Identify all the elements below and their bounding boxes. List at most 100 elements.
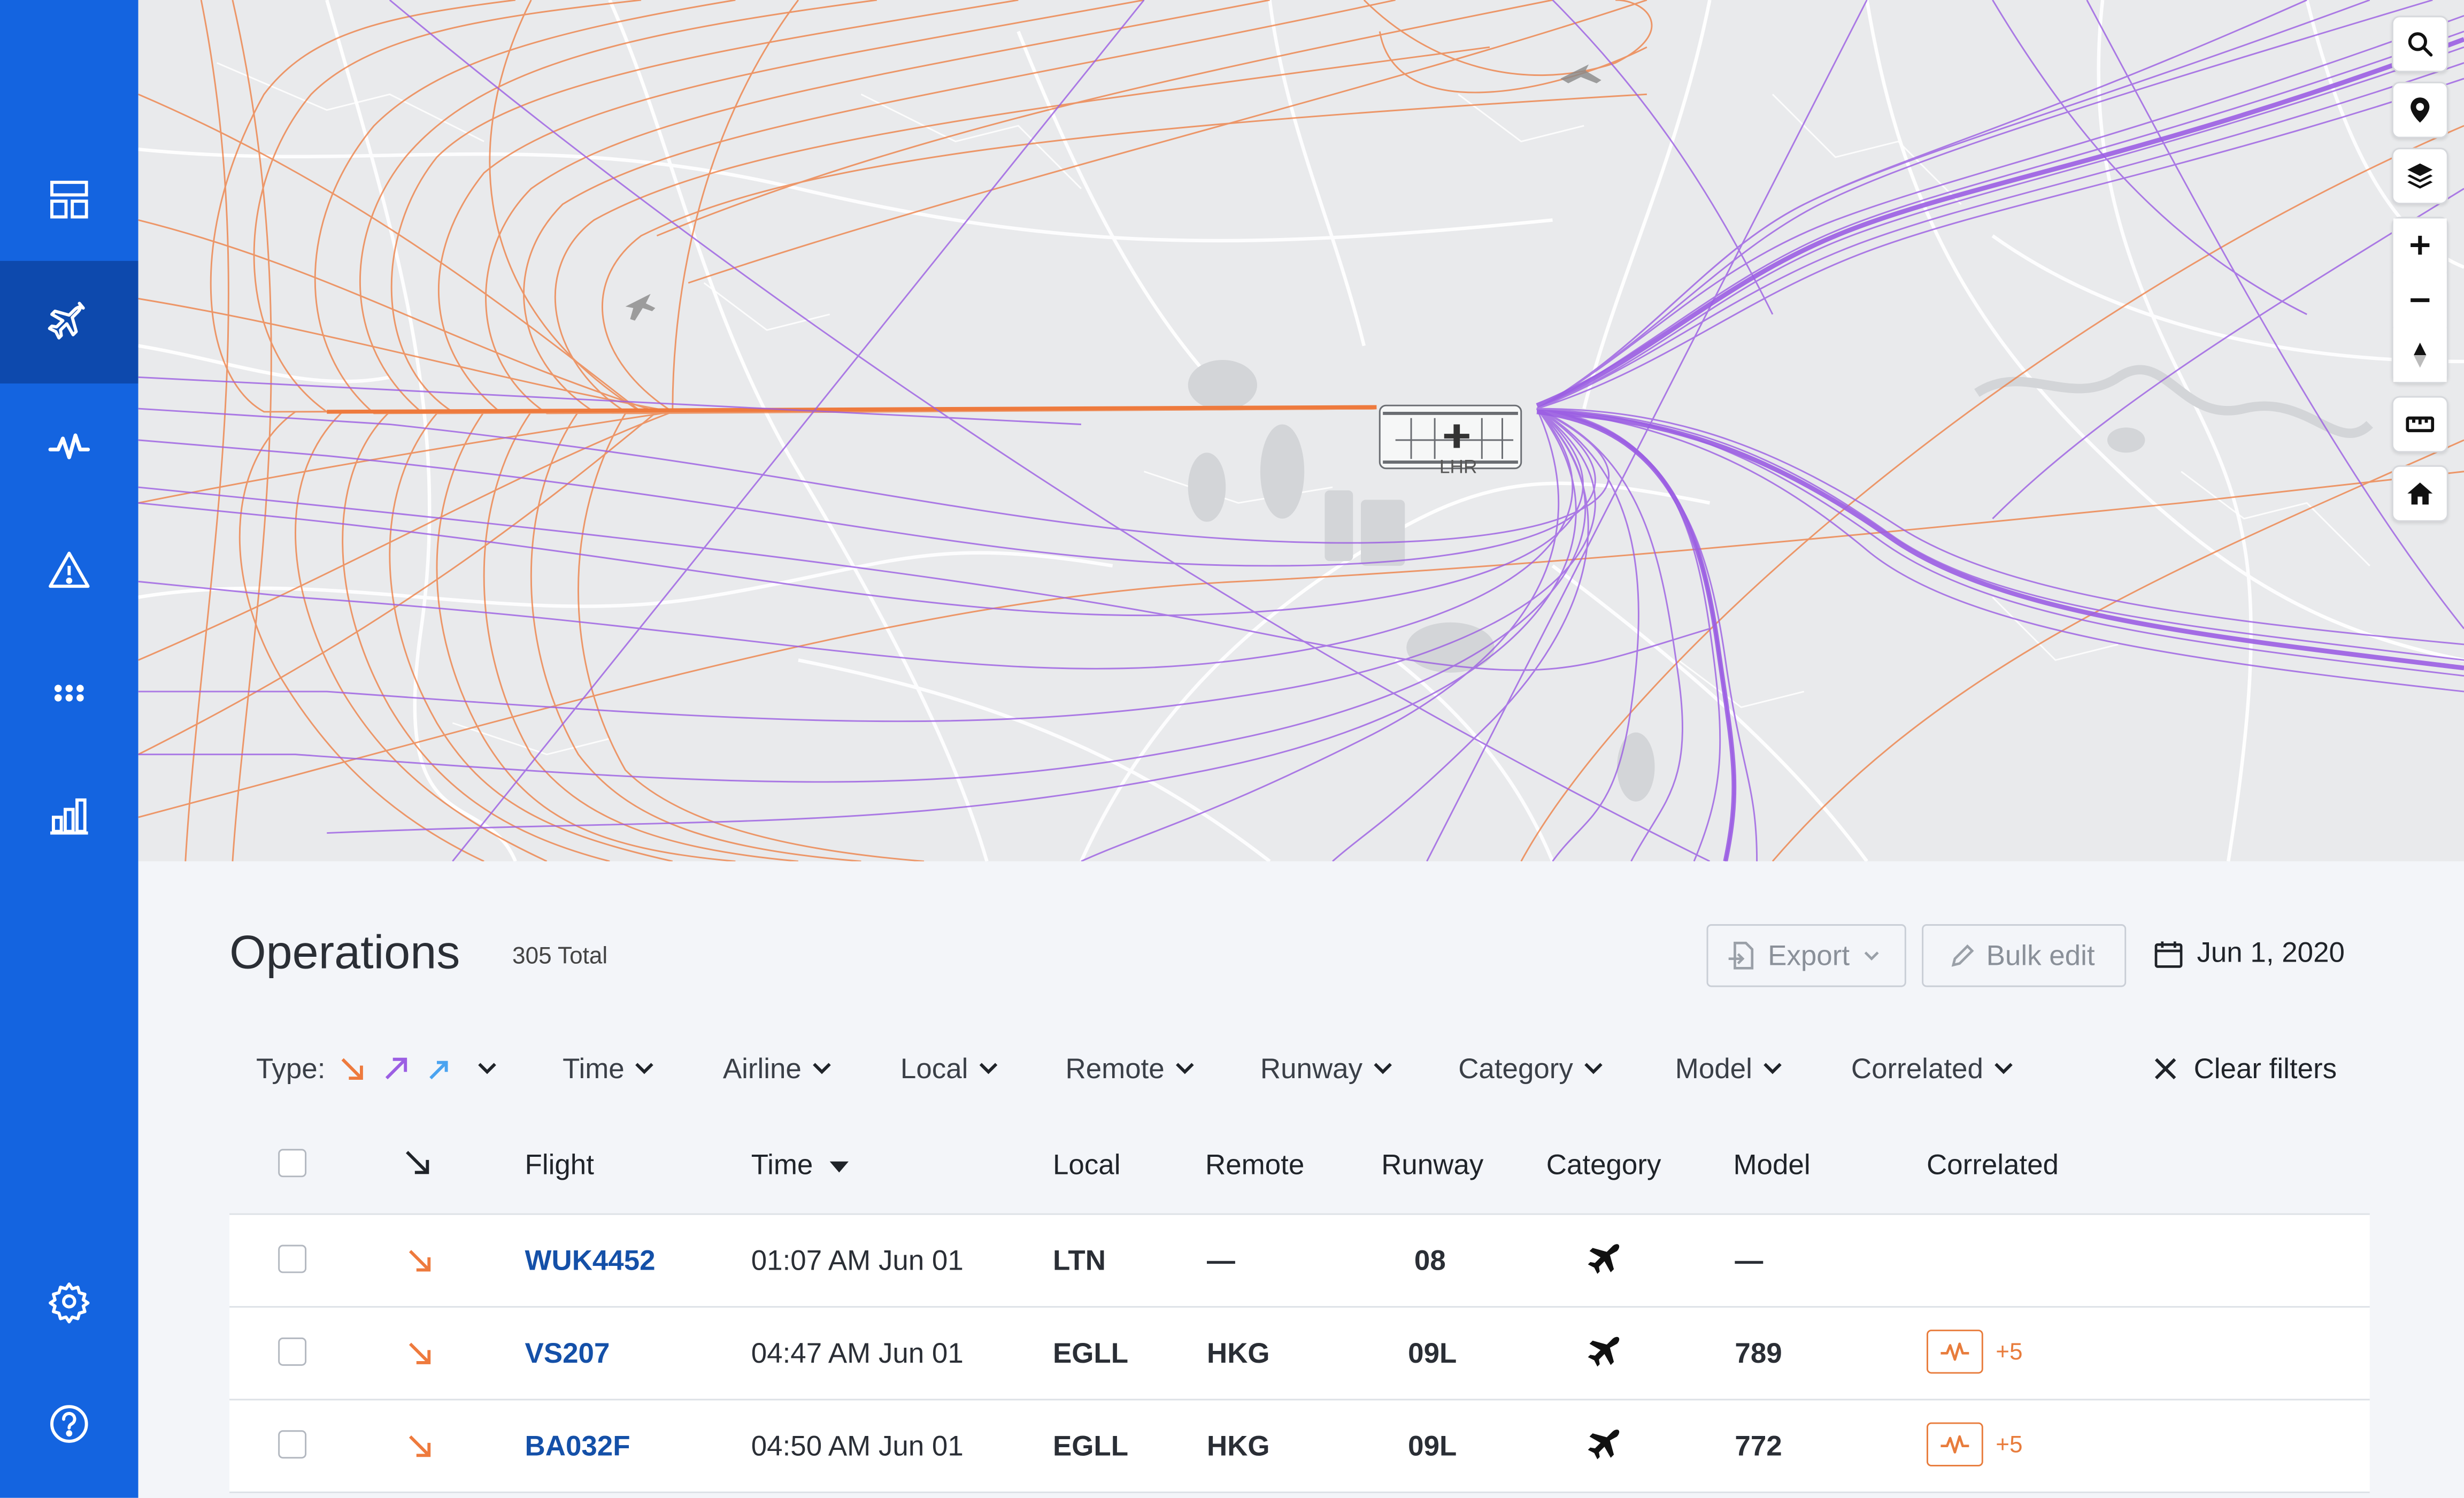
table-row[interactable]: VS207 04:47 AM Jun 01 EGLL HKG 09L 789 +… <box>229 1308 2370 1401</box>
flight-track-map[interactable]: LHR <box>138 0 2464 862</box>
filter-remote-label: Remote <box>1065 1052 1165 1084</box>
flight-link[interactable]: BA032F <box>525 1430 630 1462</box>
date-picker[interactable]: Jun 1, 2020 <box>2153 937 2345 970</box>
zoom-out-icon <box>2411 298 2430 302</box>
col-model[interactable]: Model <box>1733 1149 1811 1181</box>
operations-panel: Operations 305 Total Export Bulk edit Ju… <box>138 861 2464 1498</box>
row-runway: 08 <box>1414 1245 1446 1277</box>
map-canvas: LHR <box>138 0 2464 862</box>
bulk-edit-button[interactable]: Bulk edit <box>1922 924 2127 987</box>
row-checkbox[interactable] <box>278 1337 307 1366</box>
nav-reports[interactable] <box>0 755 138 877</box>
activity-icon <box>1941 1342 1969 1361</box>
page-title: Operations <box>229 927 460 979</box>
filter-bar: Type: Time Airline Local Remote <box>256 1047 2346 1094</box>
measure-button[interactable] <box>2391 396 2448 453</box>
col-category[interactable]: Category <box>1546 1149 1661 1181</box>
row-model: 772 <box>1735 1430 1782 1462</box>
col-flight[interactable]: Flight <box>525 1149 594 1181</box>
arrival-arrow-icon[interactable] <box>402 1147 434 1179</box>
clear-filters-button[interactable]: Clear filters <box>2153 1047 2337 1090</box>
compass-icon <box>2413 342 2427 368</box>
chevron-down-icon <box>1764 1063 1782 1074</box>
dashboard-icon <box>50 180 88 219</box>
filter-runway-label: Runway <box>1260 1052 1363 1084</box>
chevron-down-icon <box>979 1063 998 1074</box>
row-remote: HKG <box>1206 1430 1270 1462</box>
filter-category[interactable]: Category <box>1458 1047 1604 1090</box>
filter-runway[interactable]: Runway <box>1260 1047 1394 1090</box>
nav-flights[interactable] <box>0 260 138 384</box>
nav-activity[interactable] <box>0 385 138 508</box>
correlated-badge[interactable] <box>1926 1330 1983 1374</box>
flight-link[interactable]: VS207 <box>525 1337 610 1369</box>
help-icon <box>50 1405 88 1443</box>
sidebar <box>0 0 138 1498</box>
map-search-button[interactable] <box>2391 16 2448 73</box>
row-checkbox[interactable] <box>278 1430 307 1459</box>
chevron-down-icon <box>1995 1063 2013 1074</box>
correlated-badge[interactable] <box>1926 1422 1983 1466</box>
home-icon <box>2407 482 2433 505</box>
filter-category-label: Category <box>1458 1052 1573 1084</box>
row-remote: HKG <box>1206 1337 1270 1369</box>
nav-alerts[interactable] <box>0 509 138 632</box>
calendar-icon <box>2154 940 2183 967</box>
arrival-arrow-icon <box>409 1435 431 1457</box>
alert-triangle-icon <box>49 551 90 588</box>
search-icon <box>2408 32 2433 57</box>
nav-help[interactable] <box>0 1363 138 1485</box>
airplane-icon <box>1588 1430 1620 1459</box>
col-runway[interactable]: Runway <box>1381 1149 1484 1181</box>
chevron-down-icon <box>1176 1063 1194 1074</box>
overflight-arrow-icon <box>429 1061 448 1080</box>
row-model: 789 <box>1735 1337 1782 1369</box>
zoom-in-icon <box>2411 235 2430 255</box>
filter-local-label: Local <box>900 1052 968 1084</box>
activity-icon <box>1941 1435 1969 1454</box>
chevron-down-icon <box>478 1063 496 1074</box>
filter-time[interactable]: Time <box>563 1047 656 1090</box>
map-layers-button[interactable] <box>2391 148 2448 205</box>
compass-button[interactable] <box>2393 328 2447 382</box>
chevron-down-icon <box>636 1063 654 1074</box>
select-all-checkbox[interactable] <box>278 1149 307 1178</box>
row-time: 04:50 AM Jun 01 <box>751 1430 964 1462</box>
map-location-button[interactable] <box>2391 81 2448 139</box>
zoom-out-button[interactable] <box>2393 273 2447 327</box>
table-row[interactable]: BA032F 04:50 AM Jun 01 EGLL HKG 09L 772 … <box>229 1400 2370 1493</box>
nav-people[interactable] <box>0 632 138 754</box>
pencil-icon <box>1951 944 1974 967</box>
filter-type[interactable]: Type: <box>256 1047 498 1090</box>
row-local: LTN <box>1052 1245 1106 1277</box>
airplane-icon <box>1588 1336 1620 1367</box>
flight-link[interactable]: WUK4452 <box>525 1245 656 1277</box>
home-view-button[interactable] <box>2391 465 2448 522</box>
flight-icon <box>48 302 85 340</box>
filter-model[interactable]: Model <box>1675 1047 1784 1090</box>
col-time[interactable]: Time <box>751 1149 850 1182</box>
filter-remote[interactable]: Remote <box>1066 1047 1196 1090</box>
layers-icon <box>2407 163 2433 189</box>
filter-correlated[interactable]: Correlated <box>1851 1047 2015 1090</box>
export-button[interactable]: Export <box>1706 924 1906 987</box>
arrival-arrow-icon <box>409 1250 431 1272</box>
arrival-arrow-icon <box>341 1058 363 1080</box>
departure-arrow-icon <box>385 1057 407 1080</box>
filter-time-label: Time <box>563 1052 625 1084</box>
table-row[interactable]: WUK4452 01:07 AM Jun 01 LTN — 08 — <box>229 1215 2370 1308</box>
people-icon <box>54 685 84 702</box>
correlated-count: +5 <box>1996 1339 2023 1366</box>
nav-settings[interactable] <box>0 1240 138 1363</box>
zoom-in-button[interactable] <box>2393 218 2447 272</box>
col-remote[interactable]: Remote <box>1205 1149 1305 1181</box>
col-local[interactable]: Local <box>1052 1149 1121 1181</box>
nav-dashboard[interactable] <box>0 139 138 261</box>
col-correlated[interactable]: Correlated <box>1926 1149 2059 1181</box>
arrival-arrow-icon <box>409 1342 431 1364</box>
correlated-count: +5 <box>1996 1432 2023 1459</box>
chevron-down-icon <box>813 1063 831 1074</box>
filter-airline[interactable]: Airline <box>723 1047 833 1090</box>
filter-local[interactable]: Local <box>900 1047 999 1090</box>
row-checkbox[interactable] <box>278 1245 307 1273</box>
